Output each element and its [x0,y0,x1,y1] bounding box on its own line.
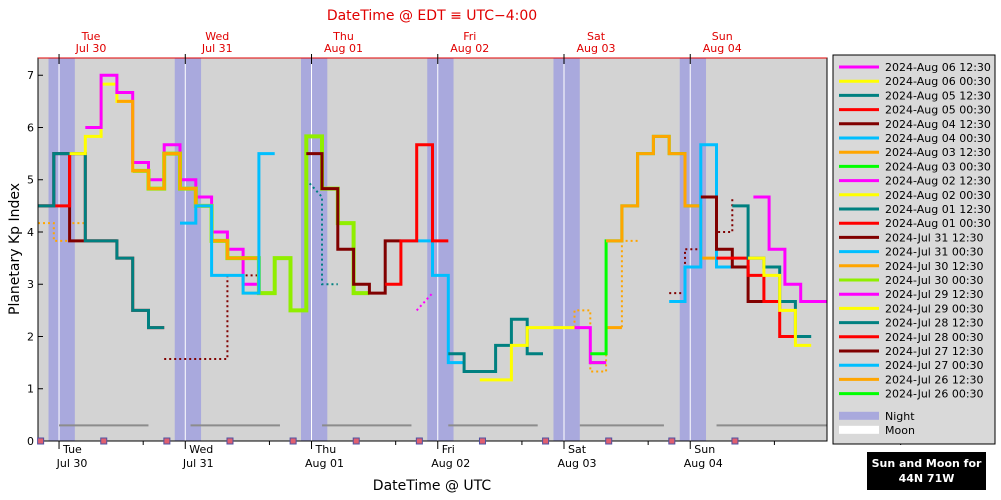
baseline-marker [415,437,423,445]
badge-line-1: Sun and Moon for [871,457,982,470]
x-tick-date: Aug 01 [305,457,344,470]
series-line [116,99,259,260]
baseline-marker [605,437,613,445]
legend-label: 2024-Jul 30 12:30 [885,260,984,273]
y-tick-label: 7 [27,69,34,82]
night-band [553,58,580,441]
x-tick-date: Aug 04 [684,457,723,470]
x-tick-day: Tue [62,443,82,456]
y-tick-label: 0 [27,435,34,448]
series-line [385,143,449,286]
x-tick-day: Fri [442,443,455,456]
x-tick-day: Sat [568,443,587,456]
legend-label: 2024-Aug 01 12:30 [885,203,991,216]
top-tick-date: Aug 03 [577,42,616,55]
top-tick-date: Jul 30 [75,42,107,55]
legend-label: 2024-Jul 31 00:30 [885,246,984,259]
forecast-dotted-line [164,274,259,360]
top-tick-date: Aug 04 [703,42,742,55]
legend-label: 2024-Aug 06 00:30 [885,75,991,88]
baseline-marker [731,437,739,445]
series-line [753,195,827,303]
night-band [174,58,202,441]
legend-label: 2024-Aug 05 12:30 [885,89,991,102]
chart-top-title: DateTime @ EDT ≡ UTC−4:00 [327,8,537,24]
baseline-marker [100,437,108,445]
legend-label: 2024-Aug 02 00:30 [885,189,991,202]
forecast-dotted-line [415,292,434,312]
series-line [574,326,607,365]
legend-label: 2024-Aug 01 00:30 [885,217,991,230]
series-line [479,326,575,382]
legend-label: 2024-Jul 27 12:30 [885,345,984,358]
baseline-marker [163,437,171,445]
legend-moon-label: Moon [885,424,915,437]
top-tick-date: Aug 01 [324,42,363,55]
top-tick-date: Aug 02 [450,42,489,55]
x-tick-day: Sun [694,443,715,456]
legend-label: 2024-Jul 29 00:30 [885,302,984,315]
x-tick-day: Wed [189,443,213,456]
legend-label: 2024-Jul 30 00:30 [885,274,984,287]
y-tick-label: 5 [27,174,34,187]
baseline-marker [289,437,297,445]
y-axis-label: Planetary Kp Index [7,183,23,315]
series-line [38,152,165,330]
legend-label: 2024-Aug 04 00:30 [885,132,991,145]
x-tick-day: Thu [315,443,337,456]
baseline-marker [668,437,676,445]
legend-night-swatch [839,411,879,420]
x-tick-date: Jul 31 [182,457,214,470]
legend-label: 2024-Aug 03 00:30 [885,160,991,173]
legend-label: 2024-Jul 26 00:30 [885,388,984,401]
series-line [606,134,717,260]
night-band [48,58,75,441]
legend-label: 2024-Aug 05 00:30 [885,104,991,117]
legend-label: 2024-Jul 29 12:30 [885,288,984,301]
forecast-dotted-line [305,179,338,286]
legend-label: 2024-Jul 27 00:30 [885,359,984,372]
baseline-marker [352,437,360,445]
x-tick-date: Jul 30 [56,457,88,470]
x-tick-date: Aug 03 [558,457,597,470]
badge-line-2: 44N 71W [898,472,955,485]
baseline-marker [542,437,550,445]
y-tick-label: 2 [27,330,34,343]
legend-label: 2024-Aug 02 12:30 [885,175,991,188]
legend-moon-swatch [839,425,879,434]
baseline-marker [37,437,45,445]
legend-label: 2024-Aug 06 12:30 [885,61,991,74]
top-tick-date: Jul 31 [201,42,233,55]
forecast-dotted-line [38,222,86,242]
top-tick-day: Thu [332,30,354,43]
legend-label: 2024-Jul 26 12:30 [885,373,984,386]
x-axis-label: DateTime @ UTC [373,478,492,494]
legend-label: 2024-Aug 03 12:30 [885,146,991,159]
top-tick-day: Sun [712,30,733,43]
legend-label: 2024-Jul 28 00:30 [885,331,984,344]
legend-label: 2024-Jul 31 12:30 [885,231,984,244]
top-tick-day: Tue [81,30,101,43]
x-tick-date: Aug 02 [431,457,470,470]
baseline-marker [478,437,486,445]
baseline-marker [226,437,234,445]
location-badge: Sun and Moon for 44N 71W [867,452,986,490]
series-line [180,152,275,295]
y-tick-label: 3 [27,278,34,291]
y-tick-label: 1 [27,383,34,396]
y-tick-label: 4 [27,226,34,239]
top-tick-day: Sat [587,30,606,43]
top-tick-day: Wed [205,30,229,43]
legend-label: 2024-Aug 04 12:30 [885,118,991,131]
y-tick-label: 6 [27,121,34,134]
series-line [748,256,812,347]
top-tick-day: Fri [463,30,476,43]
legend-label: 2024-Jul 28 12:30 [885,317,984,330]
legend-night-label: Night [885,410,915,423]
